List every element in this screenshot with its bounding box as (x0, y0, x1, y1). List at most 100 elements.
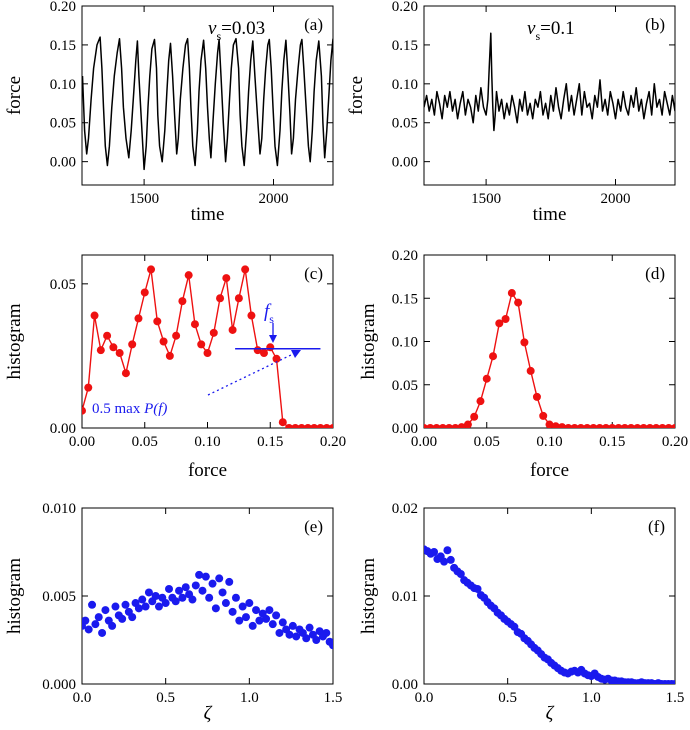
data-point (154, 602, 163, 611)
data-point (658, 424, 667, 428)
data-point (134, 314, 143, 323)
x-tick-label: 2000 (600, 191, 630, 207)
data-point (216, 294, 225, 303)
data-point (292, 632, 301, 641)
data-point (225, 577, 234, 586)
data-point (208, 579, 217, 588)
y-tick-label: 0.20 (392, 248, 418, 264)
data-point (159, 337, 168, 346)
x-tick-label: 0.20 (662, 434, 688, 450)
data-point (151, 592, 160, 600)
data-point (82, 406, 86, 415)
data-point (303, 424, 312, 428)
x-tick-label: 0.05 (474, 434, 500, 450)
panel-label: (a) (304, 15, 323, 34)
data-point (620, 424, 629, 428)
data-point (191, 581, 200, 590)
data-point (238, 602, 247, 611)
data-point (153, 317, 162, 326)
data-point (172, 331, 181, 340)
data-point (181, 583, 190, 592)
data-point (456, 570, 465, 578)
data-point (278, 618, 287, 627)
data-point (302, 634, 311, 643)
y-tick-label: 0.05 (50, 116, 76, 132)
data-point (144, 588, 153, 597)
data-point (443, 546, 452, 555)
y-axis-label: force (4, 76, 25, 115)
data-point (268, 620, 277, 629)
data-point (88, 600, 97, 609)
y-tick-label: 0.01 (392, 589, 418, 605)
panel-label: (f) (648, 517, 665, 536)
data-point (457, 423, 466, 428)
y-tick-label: 0.02 (392, 501, 418, 517)
data-point (231, 593, 240, 602)
x-axis-label: time (533, 204, 567, 225)
data-point (161, 599, 170, 608)
data-point (430, 548, 439, 556)
data-point (195, 570, 204, 579)
panel-c: 0.00 0.05 0.10 0.15 0.20 0.00 0.05 force histogr… (4, 254, 346, 481)
data-point (288, 621, 297, 630)
y-tick-label: 0.010 (42, 501, 76, 517)
panel-b: 1500 2000 0.00 0.05 0.10 0.15 0.20 time force (b)… (346, 0, 676, 225)
data-point (209, 328, 218, 337)
data-point (589, 424, 598, 428)
data-point (255, 616, 264, 625)
x-tick-label: 0.5 (156, 690, 175, 706)
half-max-pointer (207, 353, 294, 396)
data-point (608, 424, 617, 428)
x-tick-label: 0.0 (415, 690, 434, 706)
data-point (297, 424, 306, 428)
plot-frame (81, 5, 334, 186)
data-point (526, 366, 535, 375)
data-point (165, 351, 174, 360)
data-point (329, 424, 333, 428)
data-point (188, 595, 197, 604)
data-point (111, 602, 120, 611)
x-tick-label: 0.0 (73, 690, 92, 706)
data-point (272, 611, 281, 620)
data-point (489, 352, 498, 361)
x-tick-label: 1500 (471, 191, 501, 207)
x-tick-label: 0.15 (257, 434, 283, 450)
data-point (197, 340, 206, 349)
y-tick-label: 0.05 (392, 378, 418, 394)
series-line (82, 36, 333, 171)
data-point (322, 628, 331, 637)
data-point (426, 424, 435, 428)
data-point (305, 623, 314, 632)
data-point (101, 606, 110, 615)
x-tick-label: 0.05 (132, 434, 158, 450)
x-tick-label: 0.5 (498, 690, 517, 706)
data-point (245, 599, 254, 608)
data-point (639, 424, 648, 428)
x-tick-label: 0.00 (69, 434, 95, 450)
data-point (291, 424, 300, 428)
data-point (545, 420, 554, 428)
y-tick-label: 0.20 (392, 0, 418, 15)
half-max-text: 0.5 max (92, 401, 144, 417)
y-tick-label: 0.00 (392, 421, 418, 437)
x-axis-label: ζ (546, 703, 555, 724)
data-point (94, 613, 103, 622)
x-tick-label: 0.00 (411, 434, 437, 450)
velocity-subscript: s (216, 29, 221, 43)
data-point (228, 325, 237, 334)
data-point (140, 288, 149, 297)
data-point (205, 593, 214, 602)
data-point (234, 294, 243, 303)
fs-label: fs (264, 301, 274, 326)
data-point (109, 343, 118, 352)
data-point (108, 621, 117, 630)
half-max-func: P(f) (143, 401, 167, 417)
data-point (285, 424, 294, 428)
data-point (570, 424, 579, 428)
velocity-symbol: v (527, 18, 536, 39)
data-point (171, 597, 180, 606)
data-point (84, 625, 93, 634)
panel-label: (c) (304, 264, 323, 283)
data-point (91, 620, 100, 629)
